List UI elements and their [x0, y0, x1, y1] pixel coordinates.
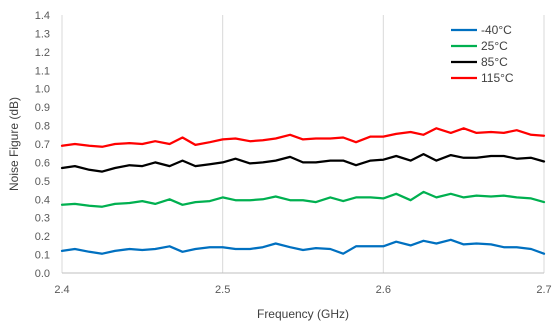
y-tick-label: 1.2 [35, 47, 50, 59]
y-tick-label: 0.6 [35, 157, 50, 169]
y-tick-label: 0.1 [35, 250, 50, 262]
series-line-2 [60, 152, 546, 173]
x-tick-labels: 2.4 2.5 2.6 2.7 [54, 284, 551, 296]
y-tick-label: 0.7 [35, 139, 50, 151]
legend-label: 115°C [481, 71, 514, 85]
y-tick-label: 0.4 [35, 194, 50, 206]
x-tick-label: 2.7 [536, 284, 551, 296]
series-line-1 [60, 190, 546, 208]
legend: -40°C 25°C 85°C 115°C [451, 23, 514, 85]
y-tick-label: 1.0 [35, 84, 50, 96]
x-tick-label: 2.4 [54, 284, 69, 296]
y-tick-label: 0.3 [35, 213, 50, 225]
x-axis-title: Frequency (GHz) [257, 307, 349, 321]
x-tick-label: 2.6 [376, 284, 391, 296]
legend-label: -40°C [481, 23, 512, 37]
y-tick-label: 1.1 [35, 65, 50, 77]
y-tick-label: 1.4 [35, 10, 50, 22]
y-tick-label: 1.3 [35, 28, 50, 40]
y-tick-label: 0.8 [35, 121, 50, 133]
x-tick-label: 2.5 [215, 284, 230, 296]
y-tick-label: 0.5 [35, 176, 50, 188]
y-tick-label: 0.9 [35, 102, 50, 114]
y-tick-label: 0.2 [35, 231, 50, 243]
gridlines [61, 15, 545, 273]
legend-label: 25°C [481, 39, 508, 53]
series-line-3 [60, 127, 546, 148]
series-lines [60, 127, 546, 255]
y-axis-title: Noise Figure (dB) [7, 97, 21, 191]
y-tick-label: 0.0 [35, 268, 50, 280]
y-tick-labels: 0.0 0.1 0.2 0.3 0.4 0.5 0.6 0.7 0.8 0.9 1.0 1.1 1.2 1… [35, 10, 50, 280]
series-line-0 [60, 238, 546, 255]
legend-label: 85°C [481, 55, 508, 69]
